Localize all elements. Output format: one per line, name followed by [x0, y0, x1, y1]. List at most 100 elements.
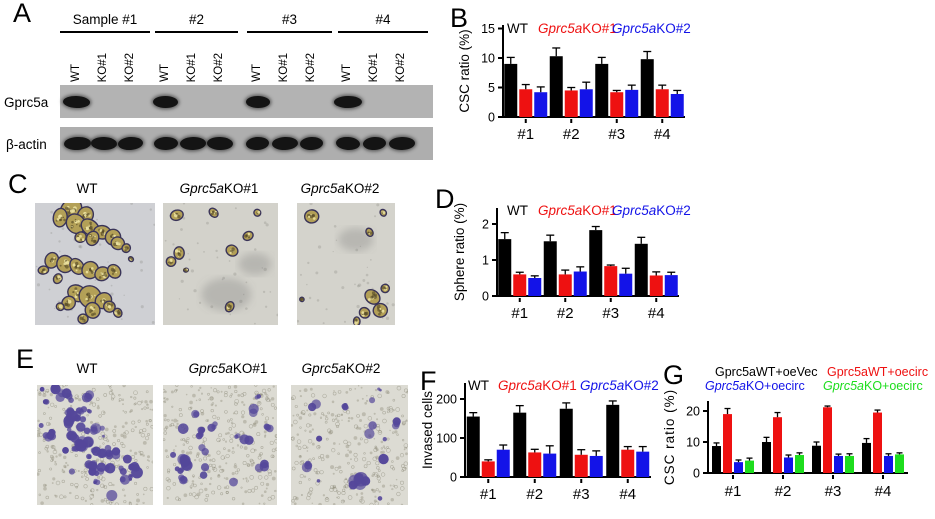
bar-WT-#3: [595, 63, 609, 117]
sphere: [303, 209, 320, 224]
invasion-micrograph-svg: [163, 385, 277, 505]
error-bar: [506, 56, 515, 64]
y-tick-label: 5: [488, 81, 495, 95]
error-bar: [521, 83, 530, 90]
y-tick-label: 200: [436, 393, 457, 407]
stained-cell: [200, 463, 210, 472]
stained-cell: [38, 423, 44, 428]
blot-band: [153, 136, 179, 151]
y-axis-label: CSC ratio (%): [662, 389, 677, 485]
legend-item: Gprc5aKO#1: [538, 21, 617, 36]
error-bar: [673, 89, 682, 94]
stained-cell: [379, 388, 382, 392]
y-tick-label: 1: [482, 254, 489, 268]
blot-band: [245, 95, 271, 108]
stained-cell: [316, 479, 321, 483]
error-bar: [545, 445, 554, 454]
lane-label-text: KO#2: [124, 52, 136, 82]
invasion-image-title-wt: WT: [37, 361, 137, 376]
x-category-label: #3: [573, 486, 590, 503]
stained-cell: [99, 425, 105, 431]
bar-Gprc5aWT+oeVec-#1: [712, 446, 721, 473]
error-bar: [500, 231, 509, 240]
legend-item: Gprc5aKO#2: [580, 378, 659, 393]
x-category-label: #3: [602, 305, 619, 322]
lane-label-text: KO#2: [213, 52, 225, 82]
stained-cell: [118, 465, 124, 471]
stained-cell: [178, 474, 185, 481]
blot-group-header-3: #3: [247, 11, 332, 33]
stained-cell: [212, 421, 218, 427]
blot-band: [206, 136, 234, 151]
bar-KO#1-#4: [621, 449, 635, 477]
error-bar: [567, 86, 576, 91]
axes: [498, 25, 685, 118]
stained-cell: [87, 409, 92, 414]
bar-Gprc5aWT+oecirc-#3: [823, 407, 832, 473]
error-bar: [536, 86, 545, 93]
y-axis-label: CSC ratio (%): [457, 29, 472, 112]
bar-Gprc5aWT+oecirc-#1: [723, 414, 732, 473]
y-tick-label: 0: [482, 290, 489, 304]
x-category-label: #1: [517, 126, 534, 143]
bar-Gprc5aWT+oecirc-#2: [773, 417, 782, 473]
bar-KO#2-#3: [625, 89, 639, 117]
sphere: [74, 231, 87, 244]
lane-label-text: KO#2: [395, 52, 407, 82]
sphere: [106, 263, 122, 279]
stained-cell: [65, 392, 73, 400]
error-bar: [608, 400, 617, 405]
lane-label-text: KO#2: [305, 52, 317, 82]
blot-band: [153, 95, 179, 108]
stained-cell: [70, 433, 80, 443]
axes: [460, 383, 651, 478]
error-bar: [562, 402, 571, 409]
sphere: [379, 208, 388, 217]
axes: [492, 208, 679, 297]
sphere: [365, 227, 374, 238]
lane-label: WT: [157, 36, 175, 82]
x-category-label: #4: [648, 305, 665, 322]
lane-label-text: KO#1: [186, 52, 198, 82]
sphere-micrograph-svg: [297, 203, 395, 325]
stained-cell: [342, 404, 349, 411]
error-bar: [627, 84, 636, 90]
lane-label: KO#1: [95, 36, 113, 82]
stained-cell: [369, 397, 376, 404]
sphere: [242, 230, 254, 242]
error-bar: [637, 236, 646, 244]
invasion-image-title-ko2: Gprc5aKO#2: [281, 361, 401, 376]
bar-WT-#2: [549, 56, 563, 117]
blot-band: [63, 136, 91, 151]
stained-cell: [76, 436, 88, 448]
stained-cell: [122, 454, 132, 464]
stained-cell: [85, 462, 92, 469]
panel-b-label: B: [450, 3, 469, 33]
lane-label-text: KO#1: [278, 52, 290, 82]
stained-cell: [119, 476, 126, 483]
error-bar: [515, 404, 524, 413]
sphere: [224, 300, 235, 313]
sphere: [121, 243, 132, 254]
stained-cell: [177, 423, 189, 434]
bar-Gprc5aWT+oeVec-#3: [812, 445, 821, 473]
bar-KO+oecirc-#1: [734, 462, 743, 473]
sphere-micrograph-ko1: [163, 203, 278, 325]
y-tick-label: 20: [686, 405, 700, 419]
sphere: [299, 296, 305, 303]
lane-label-text: KO#1: [368, 52, 380, 82]
x-category-label: #1: [511, 305, 528, 322]
sphere: [55, 302, 65, 312]
error-bar: [561, 269, 570, 275]
error-bar: [724, 407, 731, 415]
stained-cell: [43, 399, 50, 405]
blot-group-header-1: Sample #1: [60, 11, 150, 33]
error-bar: [499, 444, 508, 450]
bar-KO+oecirc-#4: [884, 455, 893, 473]
bar-WT-#1: [504, 63, 518, 117]
lane-label-text: WT: [70, 64, 82, 82]
stained-cell: [382, 437, 387, 442]
legend-item: WT: [468, 378, 489, 393]
x-category-label: #4: [875, 483, 892, 500]
